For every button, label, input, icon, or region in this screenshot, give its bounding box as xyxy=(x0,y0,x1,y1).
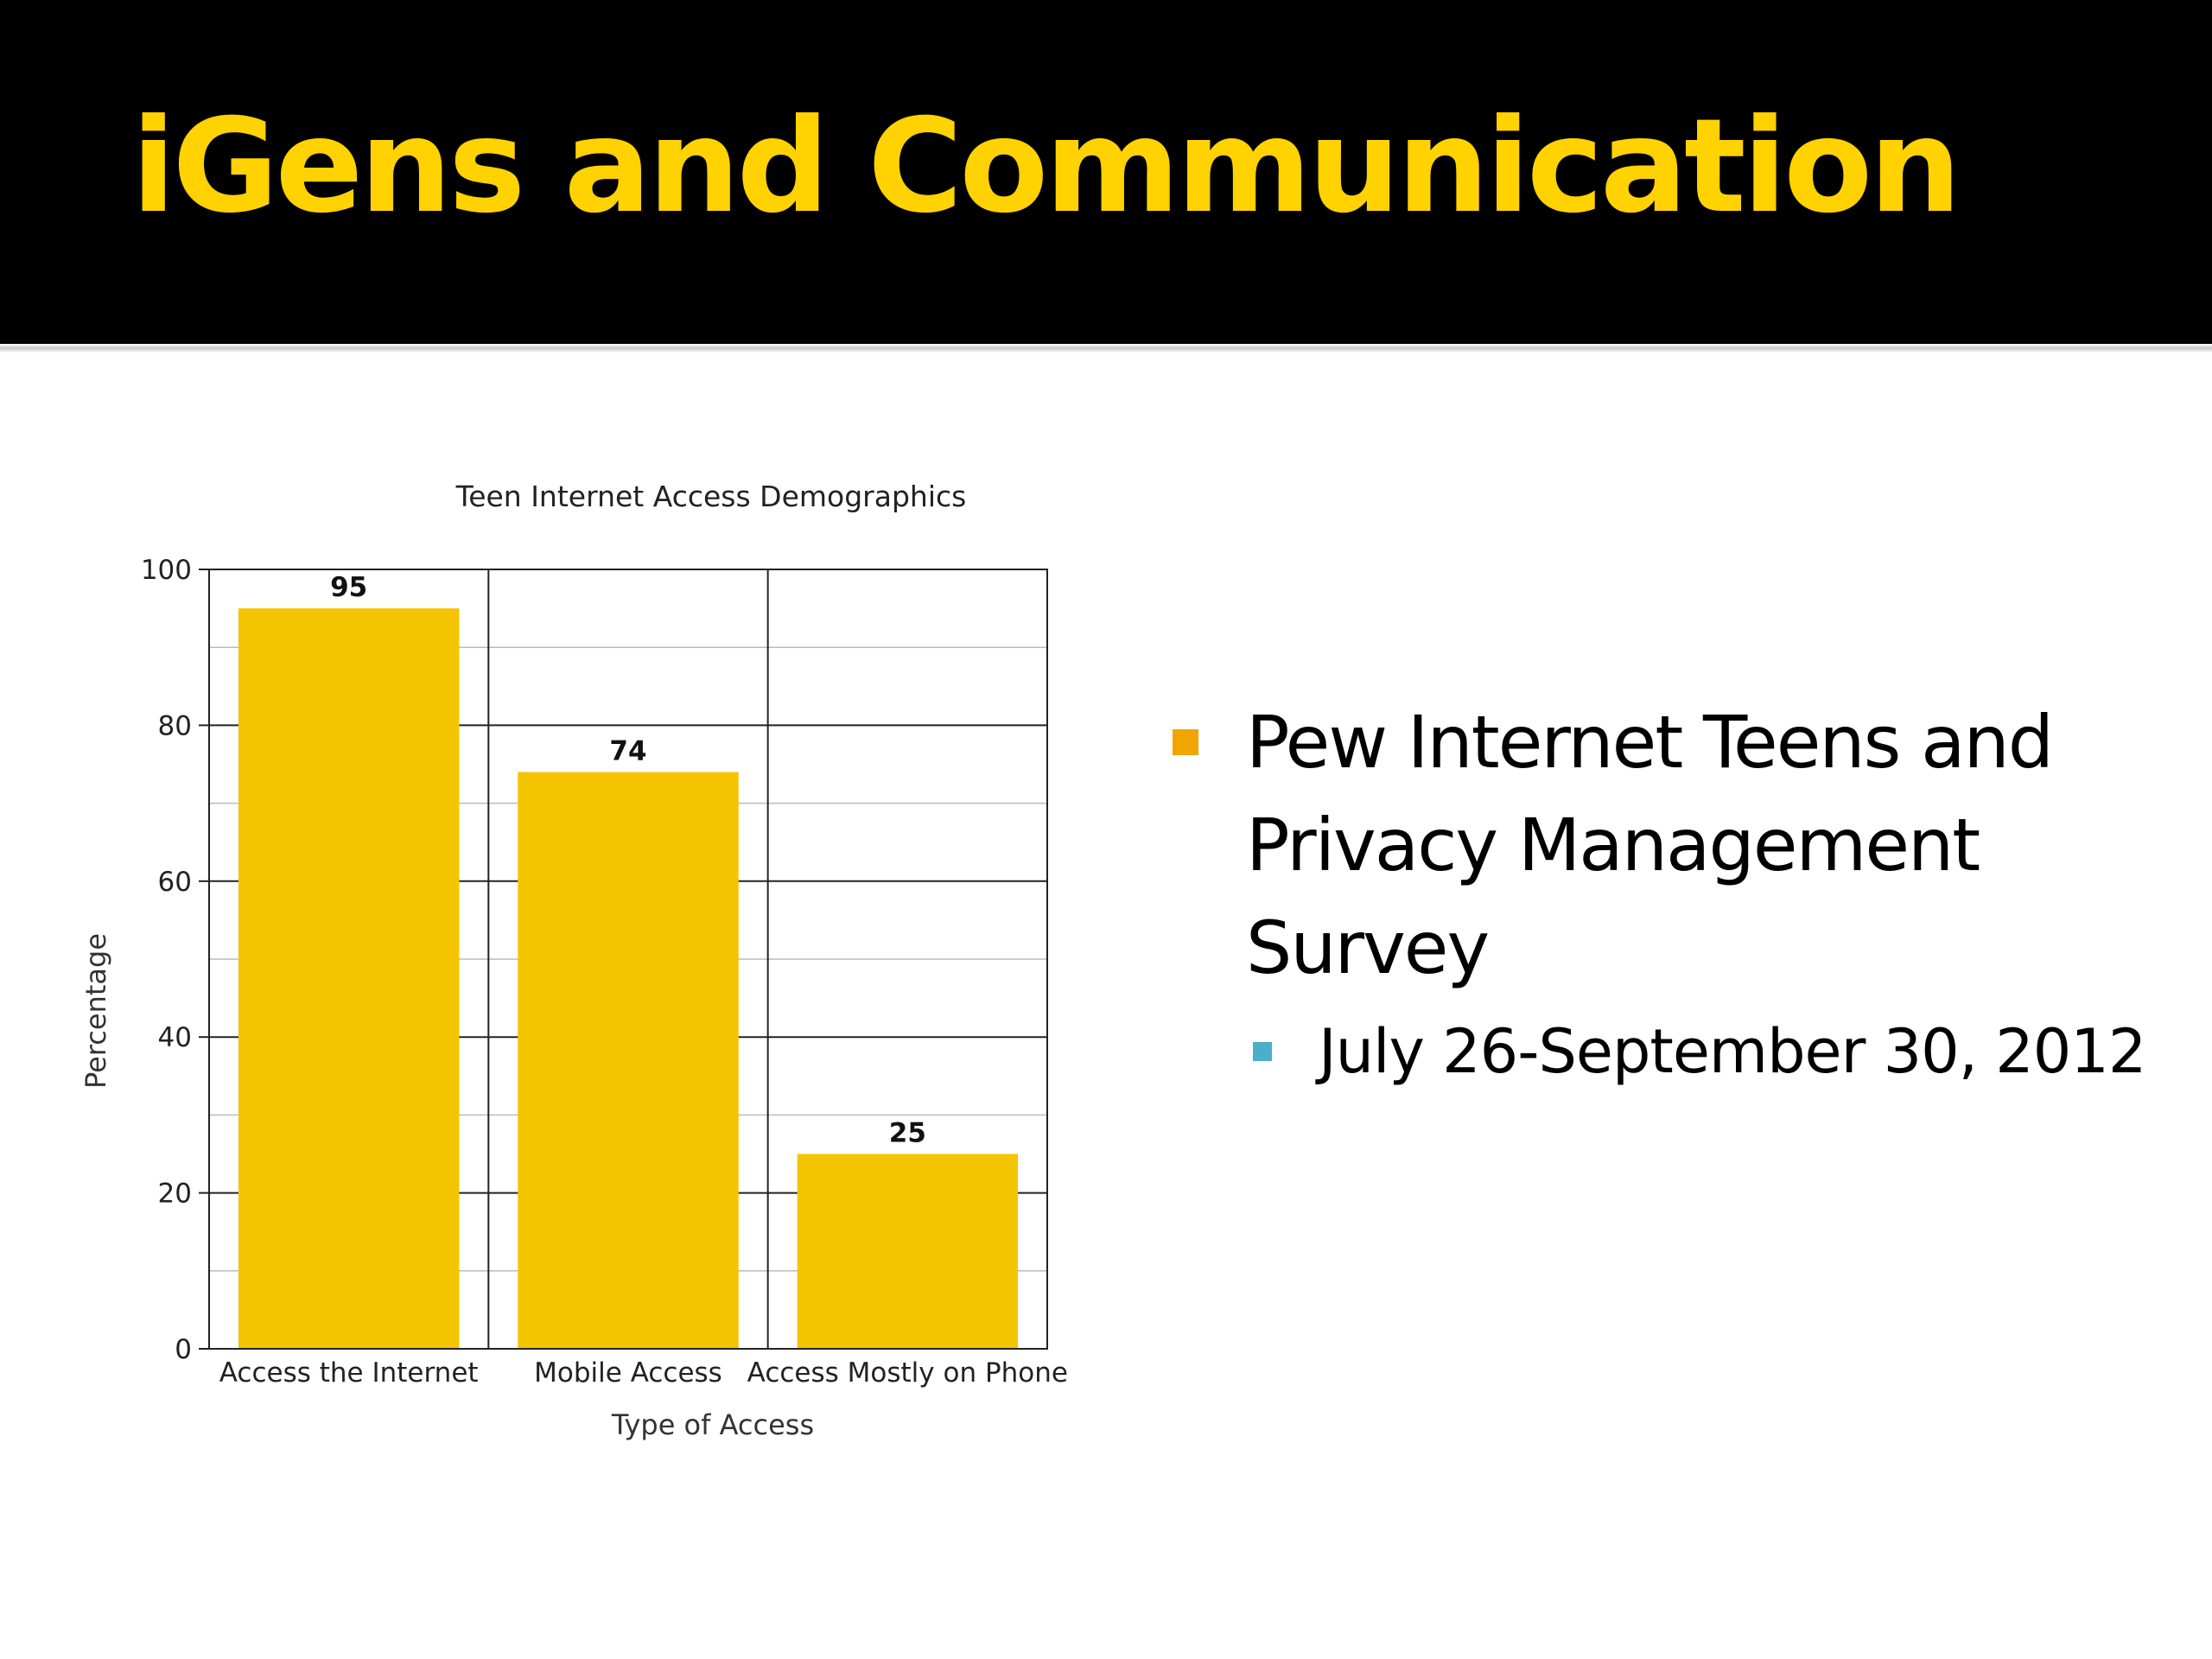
x-tick-label: Mobile Access xyxy=(534,1357,722,1389)
bar-data-label: 74 xyxy=(609,736,646,767)
slide-title: iGens and Communication xyxy=(131,92,1961,242)
bar-data-label: 95 xyxy=(330,572,367,603)
slide-header xyxy=(0,0,2212,344)
y-tick-label: 80 xyxy=(158,710,192,741)
bar-data-label: 25 xyxy=(889,1118,926,1149)
bar xyxy=(518,772,739,1349)
square-bullet-icon xyxy=(1173,729,1198,755)
bullet-list: Pew Internet Teens and Privacy Managemen… xyxy=(1158,691,2160,1097)
y-tick-label: 60 xyxy=(158,867,192,898)
y-tick-label: 20 xyxy=(158,1179,192,1210)
bar xyxy=(797,1154,1019,1349)
y-tick-label: 100 xyxy=(141,555,192,586)
sub-bullet-item-dates: July 26-September 30, 2012 xyxy=(1158,1007,2160,1097)
bullet-item-survey: Pew Internet Teens and Privacy Managemen… xyxy=(1158,691,2160,1000)
chart-bars: 95 74 25 xyxy=(238,572,1019,1349)
bar-chart: Teen Internet Access Demographics 95 74 25… xyxy=(69,467,1089,1469)
chart-svg: Teen Internet Access Demographics 95 74 25… xyxy=(79,480,1068,1441)
bar xyxy=(238,608,460,1349)
square-sub-bullet-icon xyxy=(1253,1042,1272,1061)
sub-bullet-text: July 26-September 30, 2012 xyxy=(1319,1016,2146,1087)
x-axis-title: Type of Access xyxy=(611,1408,814,1441)
y-tick-label: 0 xyxy=(175,1334,192,1365)
y-axis-title: Percentage xyxy=(79,933,112,1089)
x-tick-label: Access the Internet xyxy=(219,1357,479,1389)
chart-title: Teen Internet Access Demographics xyxy=(455,480,967,513)
plot-frame xyxy=(208,569,1048,1350)
header-divider xyxy=(0,344,2212,353)
x-tick-label: Access Mostly on Phone xyxy=(747,1357,1068,1389)
chart-axes: Access the Internet Mobile Access Access M… xyxy=(141,555,1068,1389)
bullet-text: Pew Internet Teens and Privacy Managemen… xyxy=(1246,700,2054,990)
y-tick-label: 40 xyxy=(158,1022,192,1053)
